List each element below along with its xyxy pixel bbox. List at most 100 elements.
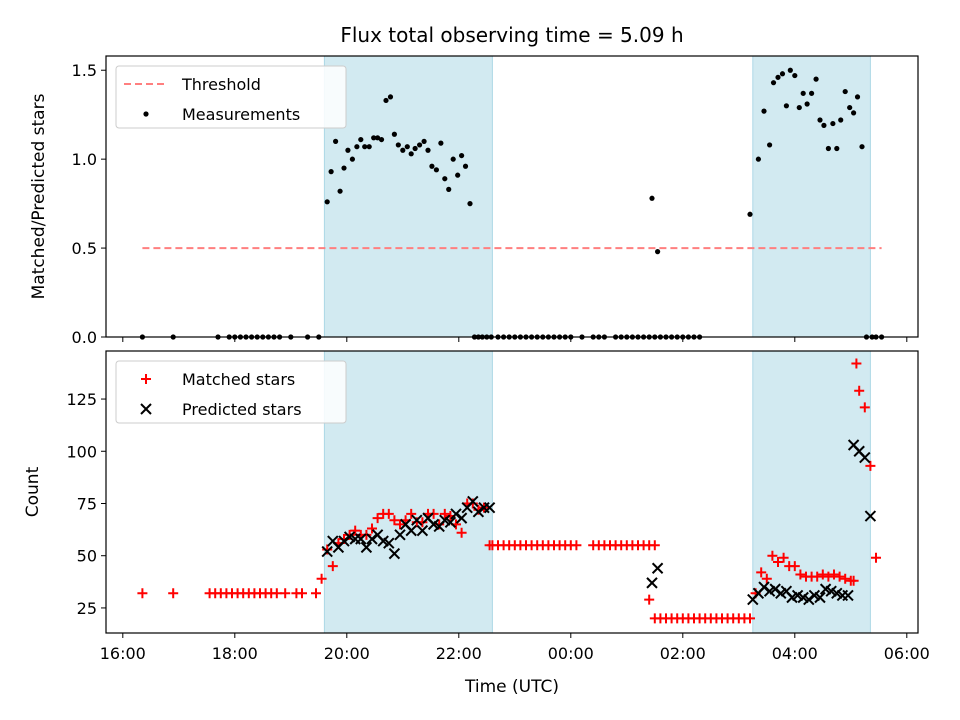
predicted-star-point bbox=[366, 533, 378, 545]
predicted-star-point bbox=[416, 524, 429, 537]
top-panel-ratio: 0.0 0.5 1.0 1.5 Matched/Predicted stars Thres… bbox=[29, 55, 919, 347]
matched-star-point bbox=[327, 561, 338, 572]
measurement-point bbox=[417, 142, 423, 148]
measurement-point bbox=[446, 186, 452, 192]
matched-star-point bbox=[834, 571, 845, 582]
measurement-point bbox=[821, 122, 827, 128]
legend: Matched stars Predicted stars bbox=[115, 360, 347, 424]
predicted-star-point bbox=[814, 591, 826, 604]
measurement-point bbox=[383, 97, 389, 104]
measurement-point bbox=[804, 101, 810, 107]
measurement-point bbox=[775, 74, 781, 80]
y-tick-label: 75 bbox=[77, 494, 97, 513]
predicted-star-point bbox=[360, 541, 373, 554]
plot-frame bbox=[105, 350, 919, 634]
predicted-star-point bbox=[321, 545, 333, 558]
measurement-point bbox=[825, 145, 832, 152]
matched-star-point bbox=[439, 508, 450, 519]
predicted-star-point bbox=[483, 501, 496, 514]
matched-star-point bbox=[812, 571, 823, 582]
legend-label: Measurements bbox=[182, 105, 300, 124]
shaded-interval bbox=[323, 55, 493, 338]
matched-star-point bbox=[428, 508, 439, 519]
measurement-point bbox=[328, 169, 334, 175]
x-tick-label: 00:00 bbox=[548, 644, 594, 663]
y-tick-label: 125 bbox=[66, 390, 97, 409]
matched-star-point bbox=[367, 523, 377, 534]
matched-star-point bbox=[829, 569, 839, 580]
y-tick-label: 0.0 bbox=[72, 328, 97, 347]
x-tick-label: 18:00 bbox=[212, 644, 258, 663]
predicted-star-point bbox=[338, 535, 350, 547]
measurement-point bbox=[337, 188, 343, 194]
y-axis-label: Matched/Predicted stars bbox=[29, 93, 49, 299]
matched-star-point bbox=[644, 594, 655, 605]
measurement-point bbox=[354, 144, 360, 150]
predicted-star-point bbox=[411, 514, 423, 526]
plot-frame bbox=[105, 55, 919, 338]
matched-star-point bbox=[745, 613, 755, 624]
matched-star-point bbox=[280, 588, 291, 599]
measurement-point bbox=[412, 145, 418, 152]
measurement-point bbox=[755, 156, 762, 162]
x-tick-label: 16:00 bbox=[100, 644, 146, 663]
chart-title: Flux total observing time = 5.09 h bbox=[340, 23, 683, 47]
matched-star-point bbox=[297, 588, 307, 599]
matched-star-point bbox=[372, 513, 383, 524]
legend-label: Matched stars bbox=[182, 370, 295, 389]
predicted-star-point bbox=[388, 547, 401, 560]
measurement-point bbox=[817, 117, 823, 123]
measurement-point bbox=[649, 195, 655, 201]
measurement-point bbox=[429, 163, 435, 169]
measurement-point bbox=[324, 199, 330, 205]
measurement-point bbox=[767, 142, 773, 148]
matched-star-point bbox=[756, 567, 767, 578]
legend-box bbox=[115, 65, 347, 129]
y-tick-label: 100 bbox=[66, 442, 97, 461]
legend-matched-swatch bbox=[141, 374, 151, 384]
bottom-panel-count: 25 50 75 100 125 16:00 18:00 20:00 22:00 00:00 02:… bbox=[23, 350, 930, 663]
measurement-point bbox=[425, 147, 431, 153]
measurement-point bbox=[830, 120, 836, 127]
matched-star-point bbox=[840, 573, 851, 584]
matched-star-point bbox=[773, 556, 783, 567]
matched-star-point bbox=[767, 550, 778, 561]
predicted-star-point bbox=[394, 529, 406, 541]
matched-star-point bbox=[361, 529, 372, 540]
y-tick-label: 1.5 bbox=[72, 61, 97, 80]
measurement-point bbox=[341, 165, 347, 171]
measurement-point bbox=[792, 72, 798, 79]
x-tick-label: 04:00 bbox=[772, 644, 818, 663]
matched-star-point bbox=[168, 588, 179, 599]
matched-star-point bbox=[865, 460, 876, 471]
predicted-star-point bbox=[472, 506, 485, 518]
measurement-point bbox=[761, 108, 767, 114]
measurement-point bbox=[366, 144, 372, 150]
matched-star-point bbox=[854, 385, 865, 396]
predicted-star-point bbox=[651, 562, 664, 574]
predicted-star-point bbox=[646, 577, 658, 589]
matched-star-point bbox=[871, 552, 881, 563]
measurement-point bbox=[462, 163, 469, 169]
y-tick-label: 50 bbox=[77, 547, 97, 566]
x-tick-label: 06:00 bbox=[884, 644, 930, 663]
predicted-star-point bbox=[842, 589, 854, 602]
predicted-star-point bbox=[450, 508, 462, 520]
measurement-point bbox=[333, 138, 339, 144]
measurement-point bbox=[433, 167, 439, 173]
predicted-star-point bbox=[864, 510, 877, 522]
measurement-point bbox=[796, 104, 802, 111]
predicted-star-point bbox=[803, 593, 815, 606]
matched-star-point bbox=[456, 527, 467, 538]
legend: Threshold Measurements bbox=[115, 65, 347, 129]
matched-star-point bbox=[795, 569, 806, 580]
predicted-star-point bbox=[383, 537, 395, 549]
measurement-point bbox=[467, 201, 473, 207]
measurement-point bbox=[362, 144, 368, 150]
y-tick-label: 25 bbox=[77, 599, 97, 618]
measurement-point bbox=[459, 152, 465, 159]
measurement-point bbox=[371, 135, 377, 141]
legend-label: Predicted stars bbox=[182, 400, 302, 419]
measurement-point bbox=[375, 135, 381, 141]
x-tick-label: 20:00 bbox=[324, 644, 370, 663]
